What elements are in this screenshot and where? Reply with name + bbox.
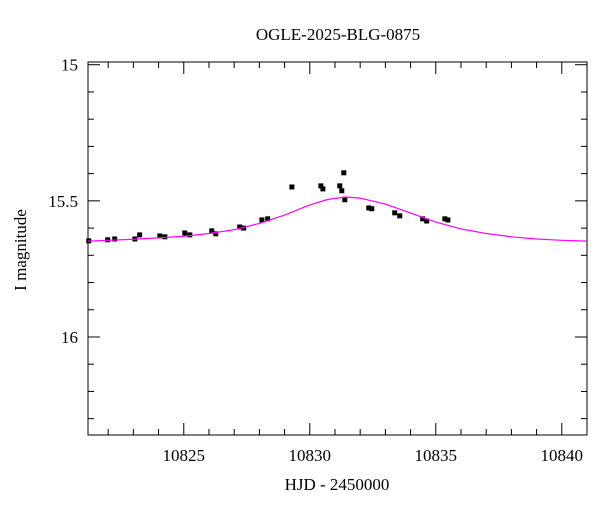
plot-frame: [87, 61, 588, 436]
data-point: [341, 170, 347, 176]
data-point: [366, 205, 372, 211]
data-point: [162, 234, 168, 240]
data-point: [157, 233, 163, 239]
data-point: [318, 183, 324, 189]
data-point: [339, 188, 345, 194]
data-point: [392, 210, 398, 216]
y-tick-label: 15.5: [48, 192, 78, 211]
y-tick-label: 15: [61, 56, 78, 75]
data-point: [420, 216, 426, 222]
data-point: [209, 228, 215, 234]
data-point: [182, 230, 188, 236]
data-point: [337, 183, 343, 189]
chart-title: OGLE-2025-BLG-0875: [256, 25, 420, 44]
x-tick-label: 10835: [415, 446, 458, 465]
data-point: [187, 232, 193, 238]
data-point: [237, 224, 243, 230]
data-point: [265, 216, 271, 222]
data-point: [424, 218, 430, 224]
data-point: [397, 213, 403, 219]
data-point: [442, 216, 448, 222]
data-point: [320, 186, 326, 192]
data-point: [137, 232, 143, 238]
y-tick-label: 16: [61, 328, 78, 347]
data-point: [213, 231, 219, 237]
data-point: [342, 197, 348, 203]
x-tick-label: 10840: [541, 446, 584, 465]
x-axis-label: HJD - 2450000: [285, 475, 390, 494]
data-point: [289, 184, 295, 190]
y-axis-label: I magnitude: [11, 209, 30, 291]
data-point: [112, 236, 118, 242]
data-point: [241, 225, 247, 231]
model-curve: [87, 196, 588, 242]
data-point: [259, 217, 265, 223]
x-tick-label: 10830: [289, 446, 332, 465]
data-point: [445, 217, 451, 223]
x-tick-label: 10825: [163, 446, 206, 465]
data-point: [369, 206, 375, 212]
